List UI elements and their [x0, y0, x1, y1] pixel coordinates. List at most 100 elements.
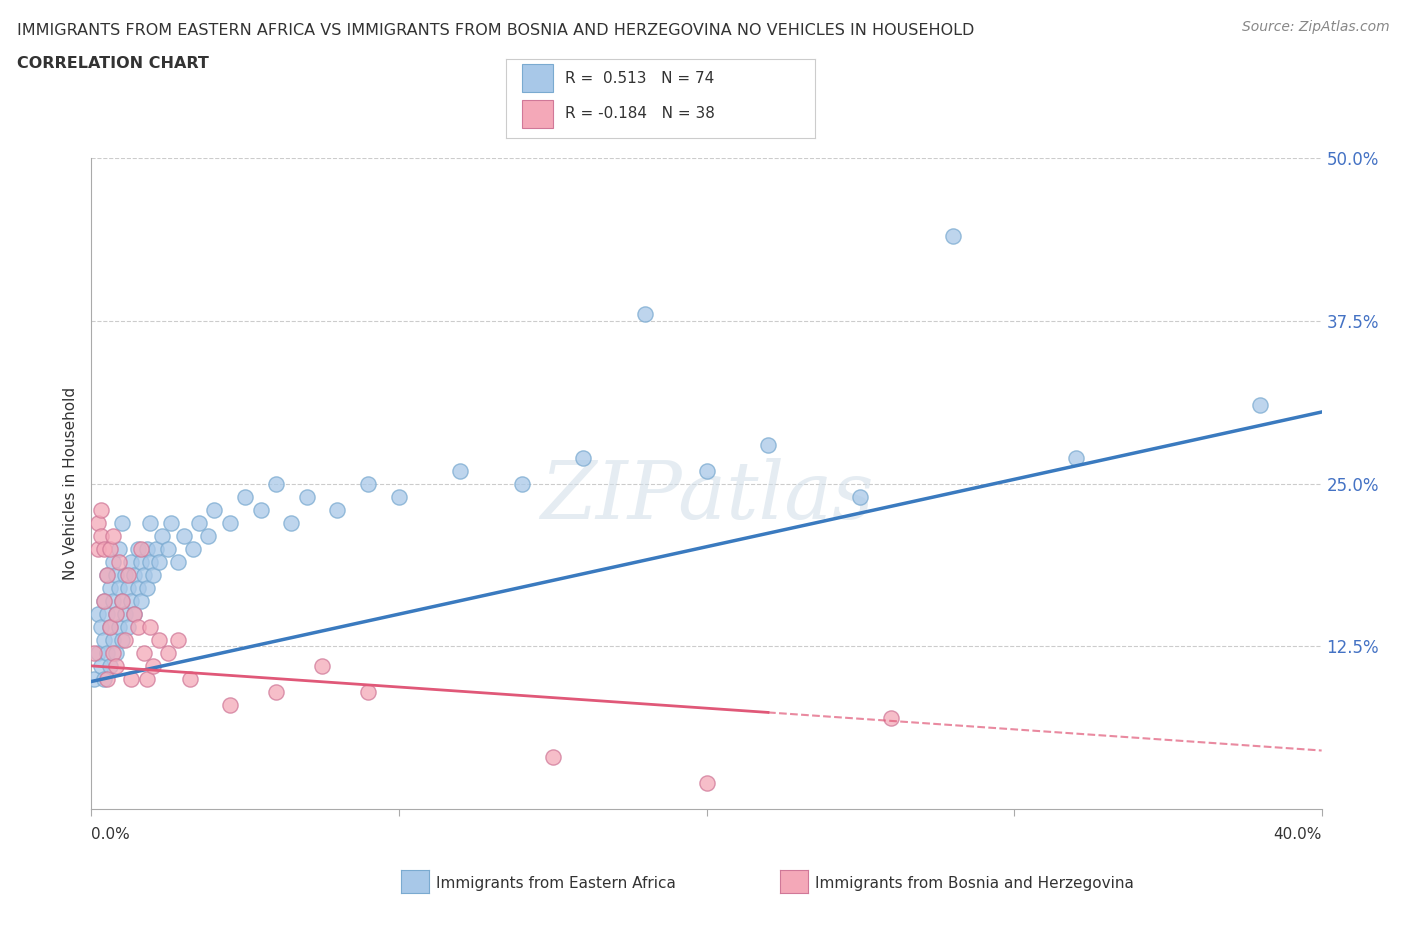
Point — [264, 684, 287, 699]
Point — [696, 776, 718, 790]
Point — [139, 619, 162, 634]
Point — [101, 632, 124, 647]
Point — [101, 528, 124, 543]
Point — [264, 476, 287, 491]
Point — [111, 593, 134, 608]
Point — [166, 632, 188, 647]
Point — [96, 567, 118, 582]
Point — [197, 528, 219, 543]
Point — [108, 619, 131, 634]
Point — [117, 567, 139, 582]
Point — [127, 580, 149, 595]
Point — [90, 502, 112, 517]
Point — [357, 684, 380, 699]
Point — [101, 593, 124, 608]
Point — [93, 541, 115, 556]
Point — [96, 606, 118, 621]
Bar — [522, 64, 553, 92]
Point — [129, 554, 152, 569]
Y-axis label: No Vehicles in Household: No Vehicles in Household — [63, 387, 79, 580]
Point — [98, 658, 121, 673]
Point — [135, 671, 157, 686]
Point — [756, 437, 779, 452]
Point — [124, 606, 146, 621]
Point — [849, 489, 872, 504]
Point — [218, 698, 240, 712]
Point — [98, 619, 121, 634]
Point — [120, 554, 142, 569]
Point — [124, 606, 146, 621]
Point — [160, 515, 183, 530]
Point — [449, 463, 471, 478]
Point — [127, 541, 149, 556]
Point — [86, 645, 108, 660]
Point — [173, 528, 195, 543]
Point — [86, 541, 108, 556]
Point — [145, 541, 167, 556]
Point — [280, 515, 302, 530]
Point — [86, 515, 108, 530]
Text: IMMIGRANTS FROM EASTERN AFRICA VS IMMIGRANTS FROM BOSNIA AND HERZEGOVINA NO VEHI: IMMIGRANTS FROM EASTERN AFRICA VS IMMIGR… — [17, 23, 974, 38]
Point — [129, 541, 152, 556]
Point — [942, 229, 965, 244]
Point — [179, 671, 201, 686]
Point — [326, 502, 349, 517]
Point — [111, 515, 134, 530]
Point — [105, 606, 127, 621]
Text: 0.0%: 0.0% — [91, 827, 131, 842]
Point — [129, 593, 152, 608]
Point — [233, 489, 256, 504]
Point — [114, 632, 136, 647]
Point — [295, 489, 318, 504]
Point — [86, 606, 108, 621]
Point — [120, 671, 142, 686]
Point — [98, 541, 121, 556]
Text: CORRELATION CHART: CORRELATION CHART — [17, 56, 208, 71]
Point — [90, 619, 112, 634]
Point — [139, 515, 162, 530]
Point — [101, 645, 124, 660]
Point — [93, 593, 115, 608]
Point — [93, 632, 115, 647]
Point — [188, 515, 211, 530]
Point — [83, 645, 105, 660]
Point — [98, 619, 121, 634]
Point — [696, 463, 718, 478]
Bar — [522, 100, 553, 128]
Point — [541, 750, 564, 764]
Point — [101, 554, 124, 569]
Text: 40.0%: 40.0% — [1274, 827, 1322, 842]
Point — [202, 502, 225, 517]
Point — [114, 606, 136, 621]
Point — [142, 658, 165, 673]
Point — [150, 528, 173, 543]
Point — [311, 658, 333, 673]
Point — [880, 711, 903, 725]
Text: Source: ZipAtlas.com: Source: ZipAtlas.com — [1241, 20, 1389, 34]
Point — [83, 671, 105, 686]
Text: R = -0.184   N = 38: R = -0.184 N = 38 — [565, 106, 714, 122]
Text: Immigrants from Eastern Africa: Immigrants from Eastern Africa — [436, 876, 676, 891]
Point — [90, 658, 112, 673]
Point — [108, 541, 131, 556]
Point — [181, 541, 204, 556]
Point — [388, 489, 411, 504]
Point — [93, 671, 115, 686]
Point — [148, 554, 170, 569]
Point — [105, 606, 127, 621]
Point — [105, 567, 127, 582]
Point — [105, 645, 127, 660]
Point — [117, 619, 139, 634]
Point — [148, 632, 170, 647]
Point — [1249, 398, 1271, 413]
Point — [105, 658, 127, 673]
Point — [124, 567, 146, 582]
Point — [96, 645, 118, 660]
Point — [132, 567, 155, 582]
Point — [1064, 450, 1087, 465]
Text: R =  0.513   N = 74: R = 0.513 N = 74 — [565, 71, 714, 86]
Point — [157, 541, 180, 556]
Point — [166, 554, 188, 569]
Point — [139, 554, 162, 569]
Point — [572, 450, 595, 465]
